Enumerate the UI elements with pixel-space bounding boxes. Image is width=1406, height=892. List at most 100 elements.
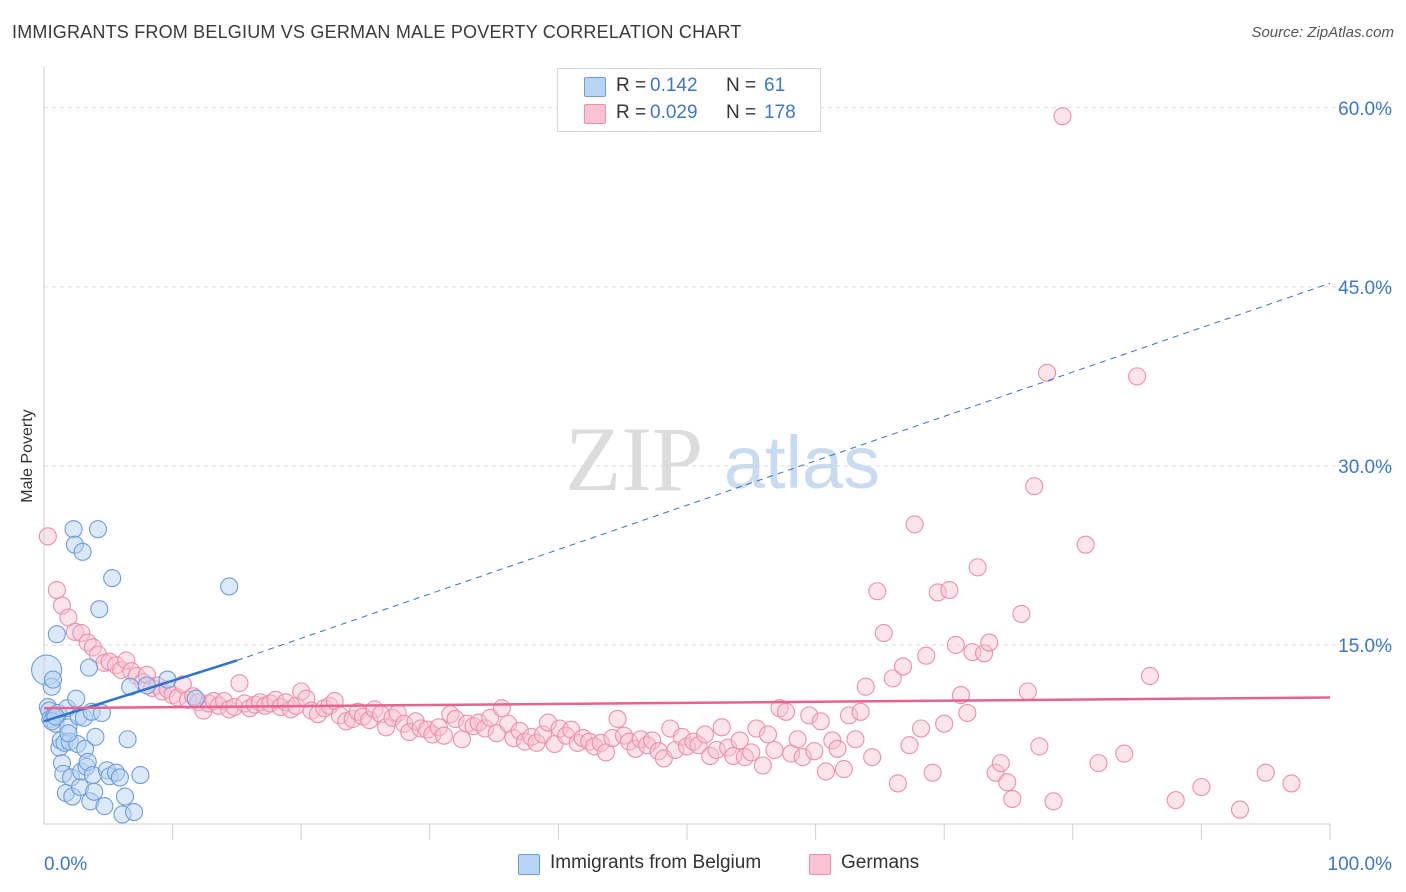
legend-r-label: R = (616, 75, 647, 96)
data-point-germans (712, 718, 731, 737)
data-point-germans (753, 756, 772, 775)
data-point-germans (666, 740, 685, 760)
data-point-germans (856, 677, 875, 696)
data-point-germans (900, 736, 919, 755)
germans-points (38, 107, 1301, 819)
data-point-germans (935, 714, 954, 733)
data-point-germans (638, 736, 657, 755)
data-point-belgium (124, 803, 144, 822)
data-point-germans (730, 731, 749, 750)
chart-title: IMMIGRANTS FROM BELGIUM VS GERMAN MALE P… (12, 22, 742, 42)
data-point-germans (1166, 791, 1185, 810)
data-point-germans (1192, 777, 1211, 797)
data-point-germans (476, 719, 495, 738)
data-point-germans (980, 633, 999, 652)
data-point-germans (846, 730, 865, 749)
data-point-germans (695, 725, 715, 744)
trend-line-belgium-extension (236, 282, 1331, 661)
data-point-belgium (79, 658, 99, 677)
data-point-germans (504, 729, 523, 748)
data-point-germans (940, 580, 959, 600)
legend-swatch-pink (584, 104, 606, 124)
data-point-germans (839, 706, 859, 725)
data-point-germans (928, 583, 947, 602)
data-point-germans (874, 623, 893, 643)
y-tick-label: 15.0% (1338, 636, 1392, 657)
bottom-legend-swatch-blue (518, 854, 540, 875)
watermark-zip: ZIP (565, 408, 703, 510)
data-point-germans (400, 723, 419, 742)
data-point-germans (591, 733, 610, 752)
data-point-germans (923, 763, 942, 782)
data-point-germans (1018, 682, 1037, 701)
data-point-germans (684, 732, 703, 751)
data-point-belgium (43, 670, 63, 689)
data-point-germans (975, 644, 994, 663)
data-point-germans (1230, 800, 1250, 819)
data-point-germans (828, 739, 847, 758)
data-point-germans (998, 773, 1017, 792)
data-point-belgium (90, 600, 109, 619)
data-point-germans (742, 743, 761, 762)
data-point-germans (643, 731, 662, 750)
data-point-germans (65, 622, 84, 641)
data-point-belgium (85, 782, 104, 801)
bottom-legend: Immigrants from Belgium Germans (0, 852, 1406, 878)
legend-r-value: 0.142 (650, 75, 698, 96)
data-point-germans (968, 558, 987, 577)
data-point-germans (765, 740, 784, 760)
grid-lines (44, 107, 1390, 646)
watermark: ZIP atlas (565, 408, 880, 510)
data-point-belgium (95, 797, 114, 816)
trend-lines (43, 282, 1331, 723)
data-point-belgium (86, 727, 105, 746)
data-point-belgium (88, 520, 108, 539)
data-point-germans (1128, 367, 1147, 386)
data-point-germans (230, 674, 249, 693)
data-point-germans (758, 725, 778, 744)
watermark-atlas: atlas (724, 421, 880, 504)
data-point-belgium (186, 689, 205, 708)
data-point-belgium (110, 768, 129, 787)
data-point-belgium (131, 766, 150, 785)
data-point-belgium (118, 730, 137, 749)
data-point-belgium (47, 625, 66, 644)
data-point-germans (1012, 604, 1031, 623)
data-point-germans (550, 719, 569, 738)
data-point-germans (991, 754, 1010, 773)
y-tick-label: 30.0% (1338, 457, 1392, 478)
data-point-belgium (103, 569, 122, 588)
data-point-germans (917, 646, 936, 665)
data-point-germans (1044, 792, 1063, 811)
data-point-germans (905, 515, 924, 534)
data-point-germans (800, 706, 819, 725)
legend-n-label: N = (726, 102, 757, 123)
data-point-germans (912, 719, 931, 738)
data-point-germans (958, 703, 977, 723)
data-point-germans (418, 720, 437, 739)
data-point-germans (510, 721, 529, 740)
data-point-belgium (73, 542, 92, 561)
trend-line-belgium (43, 659, 238, 723)
x-tick-label: 0.0% (44, 854, 87, 875)
data-point-germans (788, 730, 807, 749)
data-point-belgium (220, 577, 239, 596)
data-point-germans (1089, 754, 1108, 773)
data-point-germans (1003, 789, 1022, 808)
data-point-belgium (64, 520, 83, 539)
data-point-belgium (115, 787, 135, 806)
legend-row-germans: R = 0.029 N = 178 (558, 100, 820, 126)
data-point-germans (672, 727, 691, 746)
data-point-belgium (67, 689, 86, 708)
data-point-germans (608, 709, 627, 729)
axes (43, 66, 1331, 840)
data-point-germans (863, 748, 882, 767)
data-point-germans (106, 656, 126, 675)
data-point-germans (492, 699, 511, 718)
data-point-germans (883, 669, 902, 688)
y-tick-label: 45.0% (1338, 278, 1392, 299)
data-point-germans (434, 726, 453, 745)
data-point-germans (539, 713, 558, 732)
data-point-germans (411, 719, 430, 738)
